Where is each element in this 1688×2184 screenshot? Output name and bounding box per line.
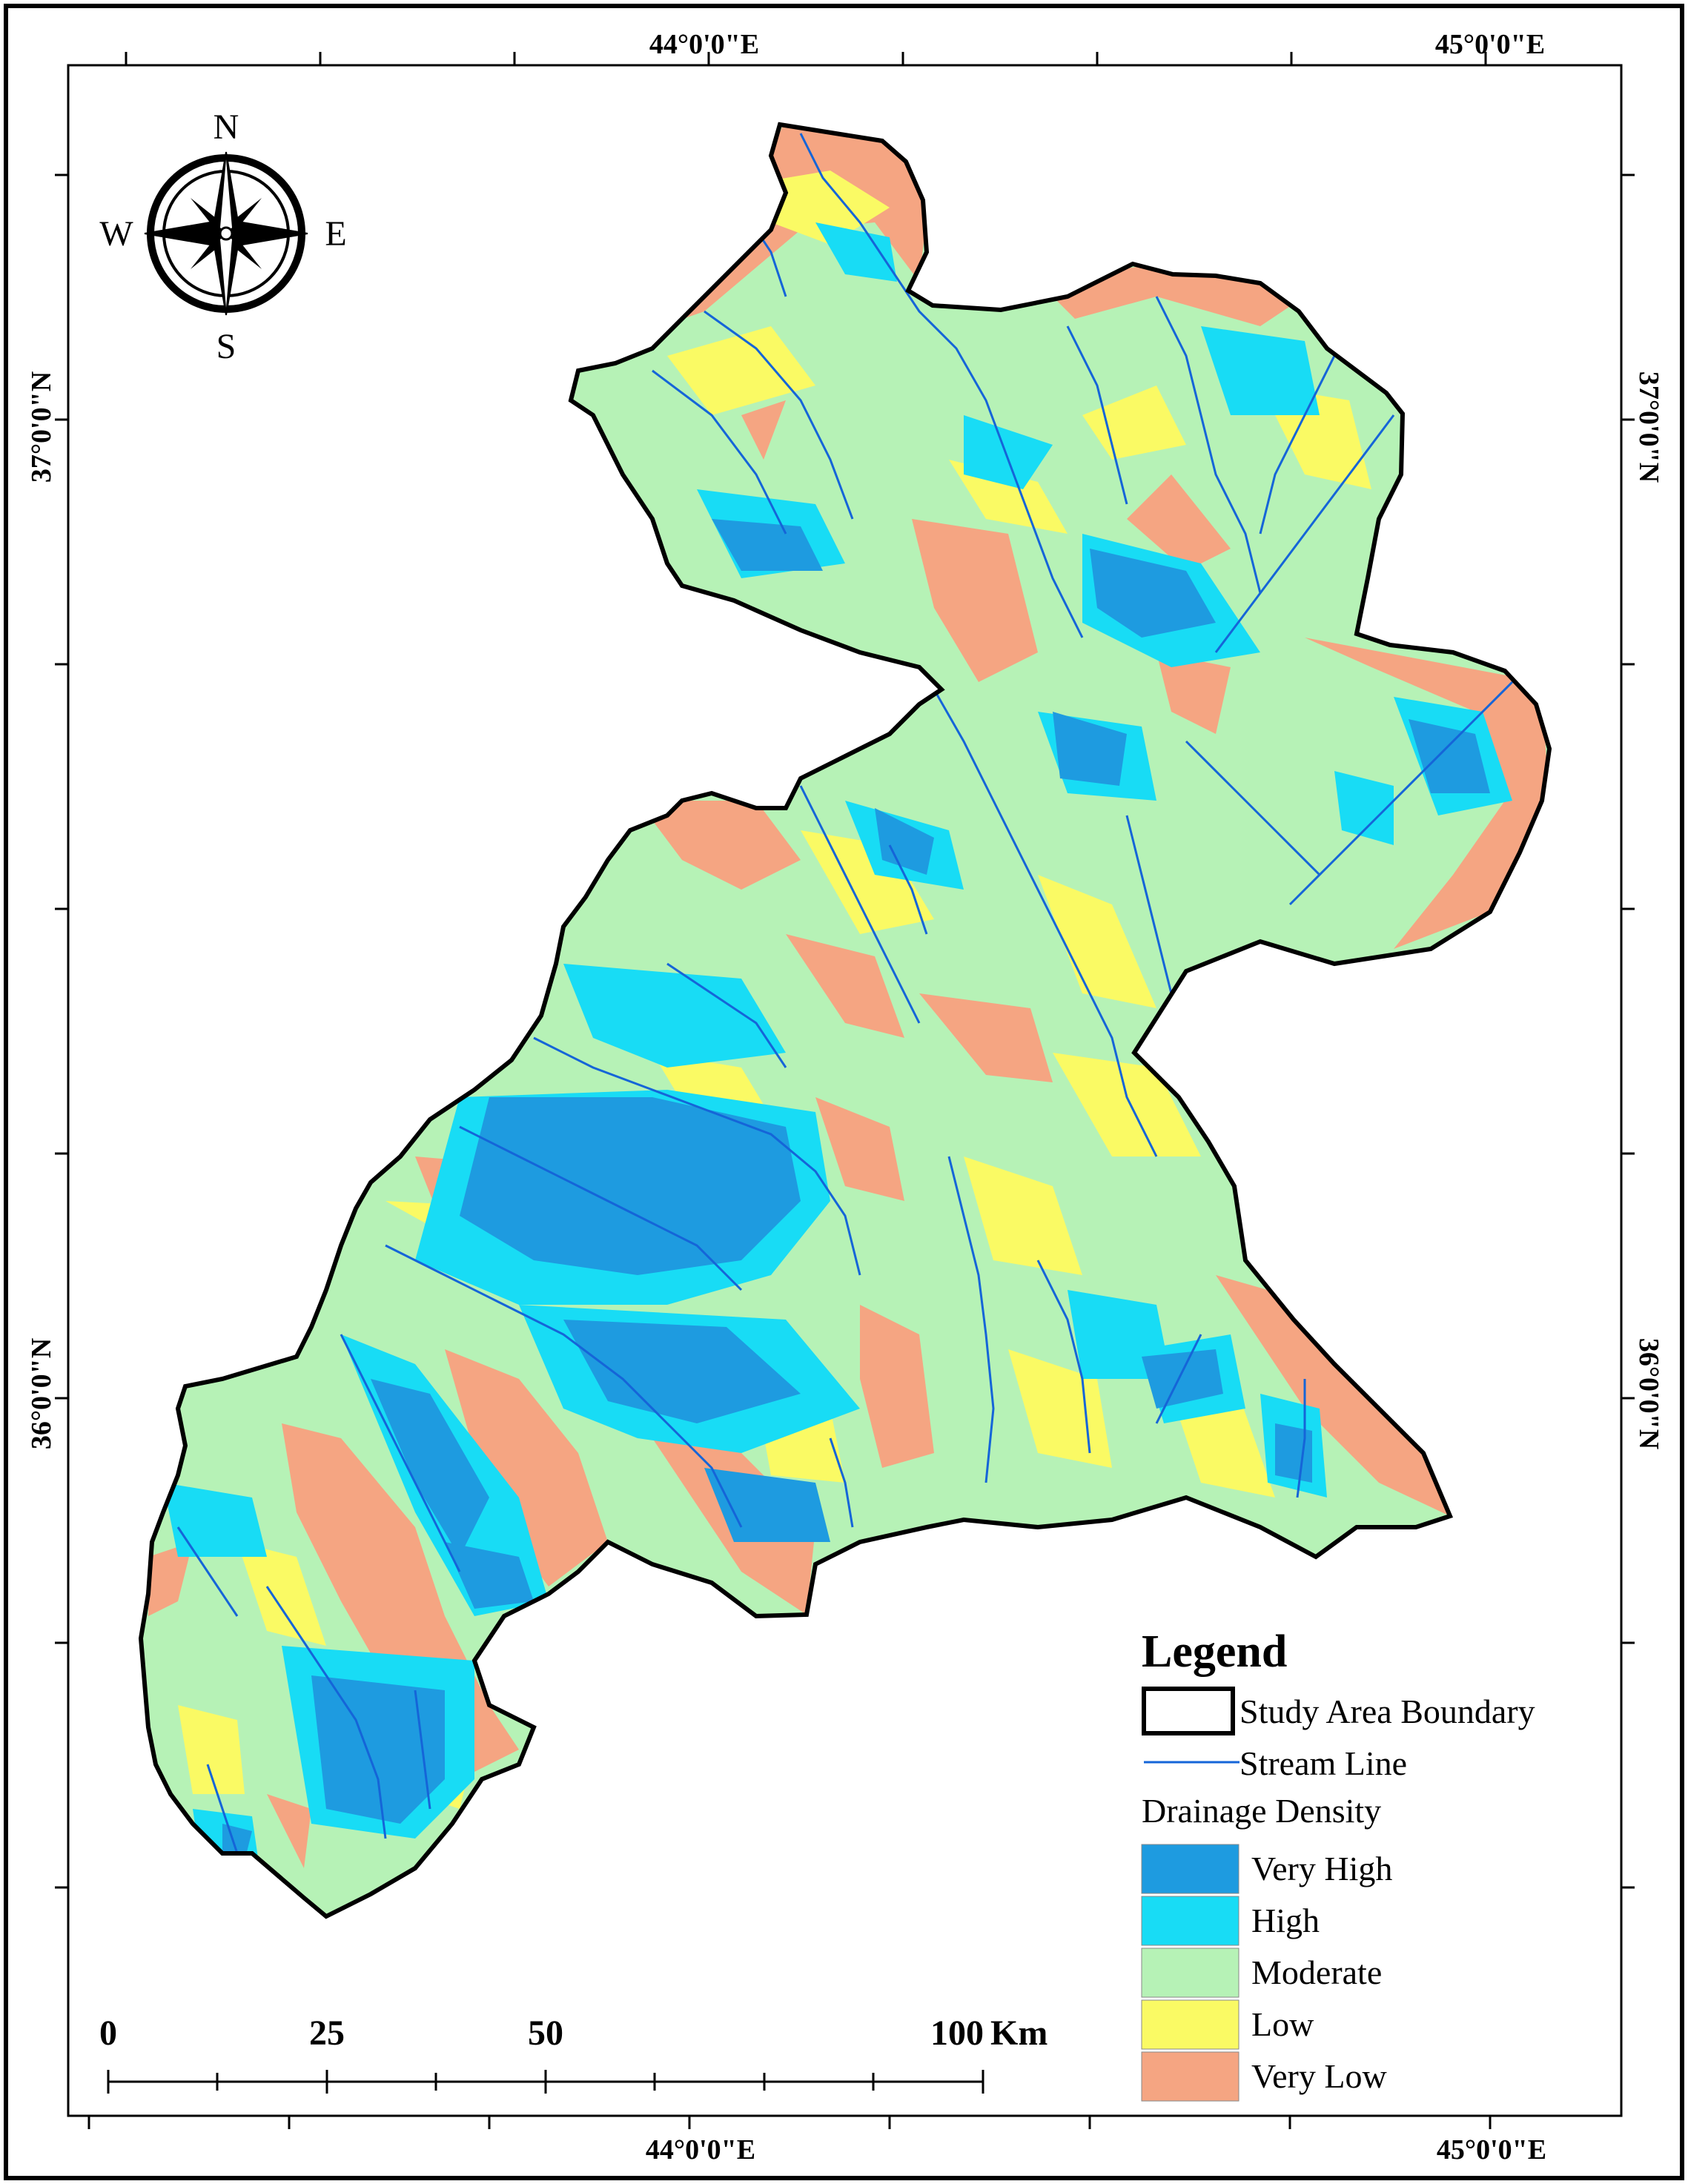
scale-unit-label: Km — [990, 2013, 1047, 2053]
legend-swatch-moderate — [1141, 1948, 1239, 1998]
scale-tick-label-25: 25 — [309, 2013, 345, 2053]
compass-e-label: E — [325, 214, 346, 254]
compass-center — [219, 226, 234, 241]
compass-star-highlight-south — [220, 234, 232, 308]
legend-stream-label: Stream Line — [1239, 1744, 1407, 1782]
legend-title: Legend — [1142, 1627, 1287, 1677]
drainage-density-layer — [141, 125, 1549, 1916]
outer-frame — [4, 4, 1684, 2180]
legend-label-very-low: Very Low — [1251, 2057, 1387, 2095]
top-longitude-label-2: 45°0'0"E — [1435, 29, 1545, 60]
top-longitude-label-1: 44°0'0"E — [649, 29, 759, 60]
right-latitude-label-1: 37°0'0"N — [1633, 371, 1664, 483]
legend-swatch-very-high — [1141, 1844, 1239, 1894]
scale-bar: 0 25 50 100 Km — [99, 2013, 1047, 2094]
legend-label-moderate: Moderate — [1251, 1953, 1382, 1991]
scale-bar-ticks — [107, 2070, 984, 2094]
bottom-longitude-label-1: 44°0'0"E — [646, 2134, 755, 2165]
study-area — [133, 111, 1564, 1935]
legend-label-high: High — [1251, 1902, 1320, 1939]
legend-density-classes: Very High High Moderate Low Very Low — [1141, 1844, 1392, 2102]
scale-tick-label-50: 50 — [528, 2013, 563, 2053]
stream-network — [176, 133, 1514, 1854]
north-arrow-compass: N S E W — [99, 107, 346, 366]
density-very-high-zones — [222, 519, 1490, 1861]
compass-n-label: N — [214, 107, 239, 147]
legend-boundary-label: Study Area Boundary — [1239, 1692, 1535, 1730]
compass-star-highlight — [220, 159, 232, 234]
legend: Legend Study Area Boundary Stream Line D… — [1141, 1627, 1535, 2102]
bottom-longitude-label-2: 45°0'0"E — [1437, 2134, 1546, 2165]
legend-swatch-very-low — [1141, 2051, 1239, 2102]
map-frame — [67, 64, 1623, 2117]
legend-label-low: Low — [1251, 2005, 1314, 2043]
compass-s-label: S — [216, 327, 236, 366]
scale-tick-label-0: 0 — [99, 2013, 117, 2053]
left-latitude-label-2: 36°0'0"N — [26, 1338, 57, 1449]
graticule-ticks — [55, 52, 1635, 2129]
legend-boundary-swatch — [1142, 1687, 1235, 1735]
legend-swatch-low — [1141, 1999, 1239, 2050]
legend-swatch-high — [1141, 1896, 1239, 1946]
left-latitude-label-1: 37°0'0"N — [26, 371, 57, 483]
legend-density-title: Drainage Density — [1142, 1792, 1381, 1830]
legend-label-very-high: Very High — [1251, 1850, 1392, 1887]
compass-w-label: W — [99, 214, 133, 254]
scale-tick-label-100: 100 — [930, 2013, 984, 2053]
right-latitude-label-2: 36°0'0"N — [1633, 1338, 1664, 1449]
